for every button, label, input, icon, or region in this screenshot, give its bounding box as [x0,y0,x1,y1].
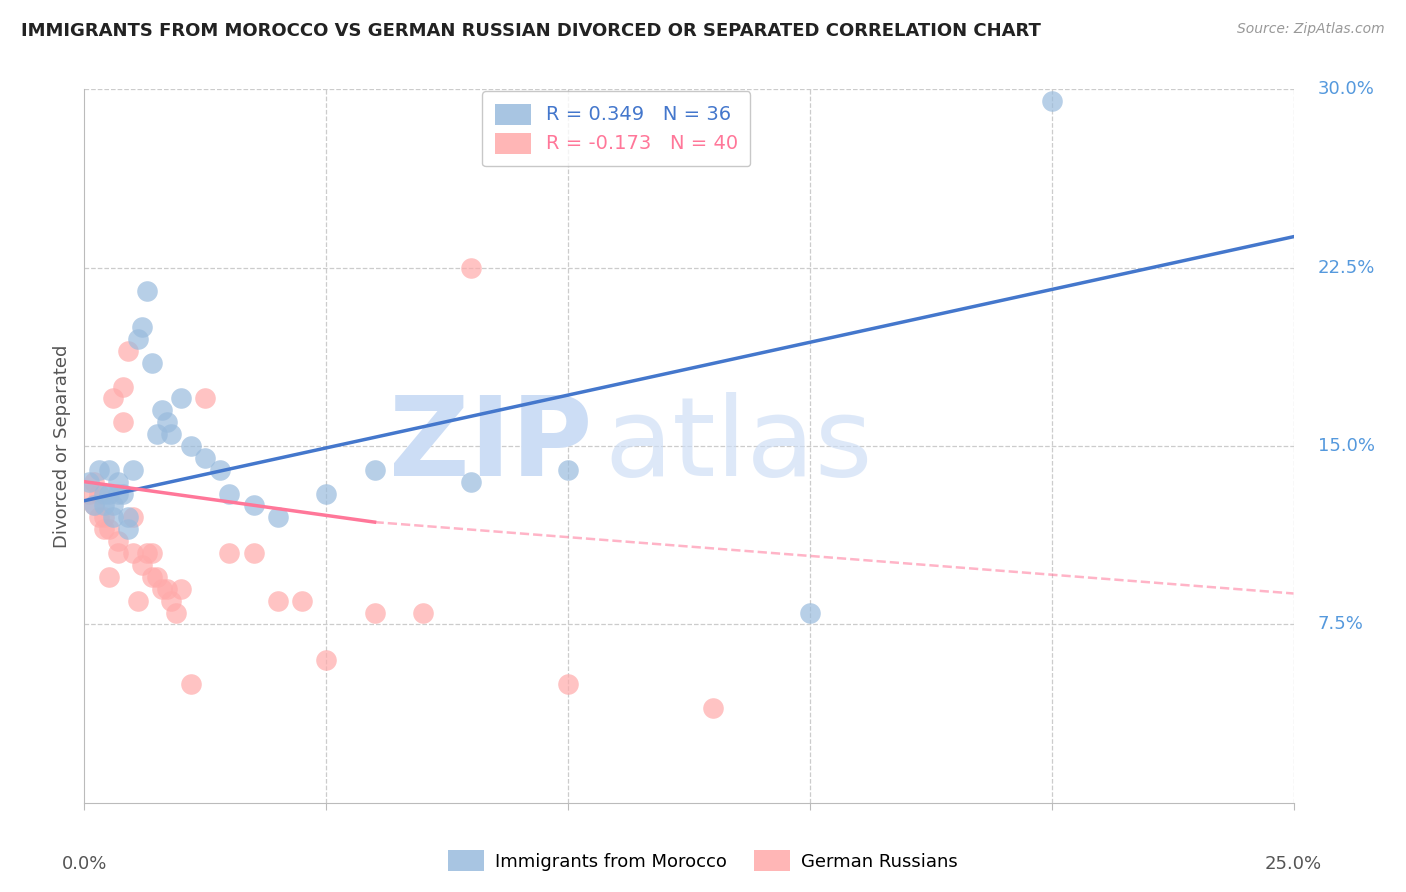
Point [83,499,105,513]
Point [242,546,264,560]
Point [799,606,821,620]
Point [97,486,120,500]
Point [131,558,153,572]
Text: IMMIGRANTS FROM MOROCCO VS GERMAN RUSSIAN DIVORCED OR SEPARATED CORRELATION CHAR: IMMIGRANTS FROM MOROCCO VS GERMAN RUSSIA… [21,22,1040,40]
Y-axis label: Divorced or Separated: Divorced or Separated [53,344,72,548]
Point [127,332,149,346]
Point [180,439,202,453]
Point [83,475,105,489]
Point [121,510,143,524]
Point [242,499,264,513]
Point [155,415,177,429]
Point [412,606,434,620]
Point [107,486,129,500]
Point [103,510,125,524]
Point [702,700,724,714]
Point [112,486,135,500]
Point [363,463,385,477]
Point [107,475,129,489]
Point [107,546,129,560]
Point [170,582,193,596]
Text: 0.0%: 0.0% [62,855,107,873]
Point [165,606,187,620]
Point [136,285,159,299]
Point [170,392,193,406]
Text: 22.5%: 22.5% [1317,259,1375,277]
Point [93,486,115,500]
Point [87,510,110,524]
Text: 30.0%: 30.0% [1317,80,1375,98]
Point [77,486,100,500]
Point [460,260,482,275]
Point [83,499,105,513]
Point [112,415,135,429]
Text: 15.0%: 15.0% [1317,437,1375,455]
Point [127,593,149,607]
Point [150,403,173,417]
Point [141,570,163,584]
Point [87,486,110,500]
Point [141,356,163,370]
Point [1040,94,1063,108]
Text: 25.0%: 25.0% [1265,855,1322,873]
Text: atlas: atlas [605,392,873,500]
Point [103,392,125,406]
Point [363,606,385,620]
Point [218,486,240,500]
Point [208,463,231,477]
Point [315,653,337,667]
Point [103,499,125,513]
Text: Source: ZipAtlas.com: Source: ZipAtlas.com [1237,22,1385,37]
Point [267,510,290,524]
Point [112,379,135,393]
Point [117,510,139,524]
Point [97,570,120,584]
Point [557,463,579,477]
Point [160,427,183,442]
Legend: R = 0.349   N = 36, R = -0.173   N = 40: R = 0.349 N = 36, R = -0.173 N = 40 [482,91,751,166]
Point [194,450,217,465]
Point [150,582,173,596]
Point [267,593,290,607]
Text: ZIP: ZIP [389,392,592,500]
Point [121,463,143,477]
Point [180,677,202,691]
Point [97,522,120,536]
Point [117,343,139,358]
Point [87,463,110,477]
Point [107,534,129,549]
Point [218,546,240,560]
Legend: Immigrants from Morocco, German Russians: Immigrants from Morocco, German Russians [441,843,965,879]
Point [136,546,159,560]
Point [146,570,169,584]
Point [460,475,482,489]
Point [93,522,115,536]
Point [93,499,115,513]
Point [160,593,183,607]
Point [155,582,177,596]
Point [141,546,163,560]
Point [131,320,153,334]
Point [77,475,100,489]
Point [315,486,337,500]
Point [117,522,139,536]
Point [93,510,115,524]
Point [291,593,314,607]
Text: 7.5%: 7.5% [1317,615,1364,633]
Point [97,463,120,477]
Point [121,546,143,560]
Point [146,427,169,442]
Point [557,677,579,691]
Point [194,392,217,406]
